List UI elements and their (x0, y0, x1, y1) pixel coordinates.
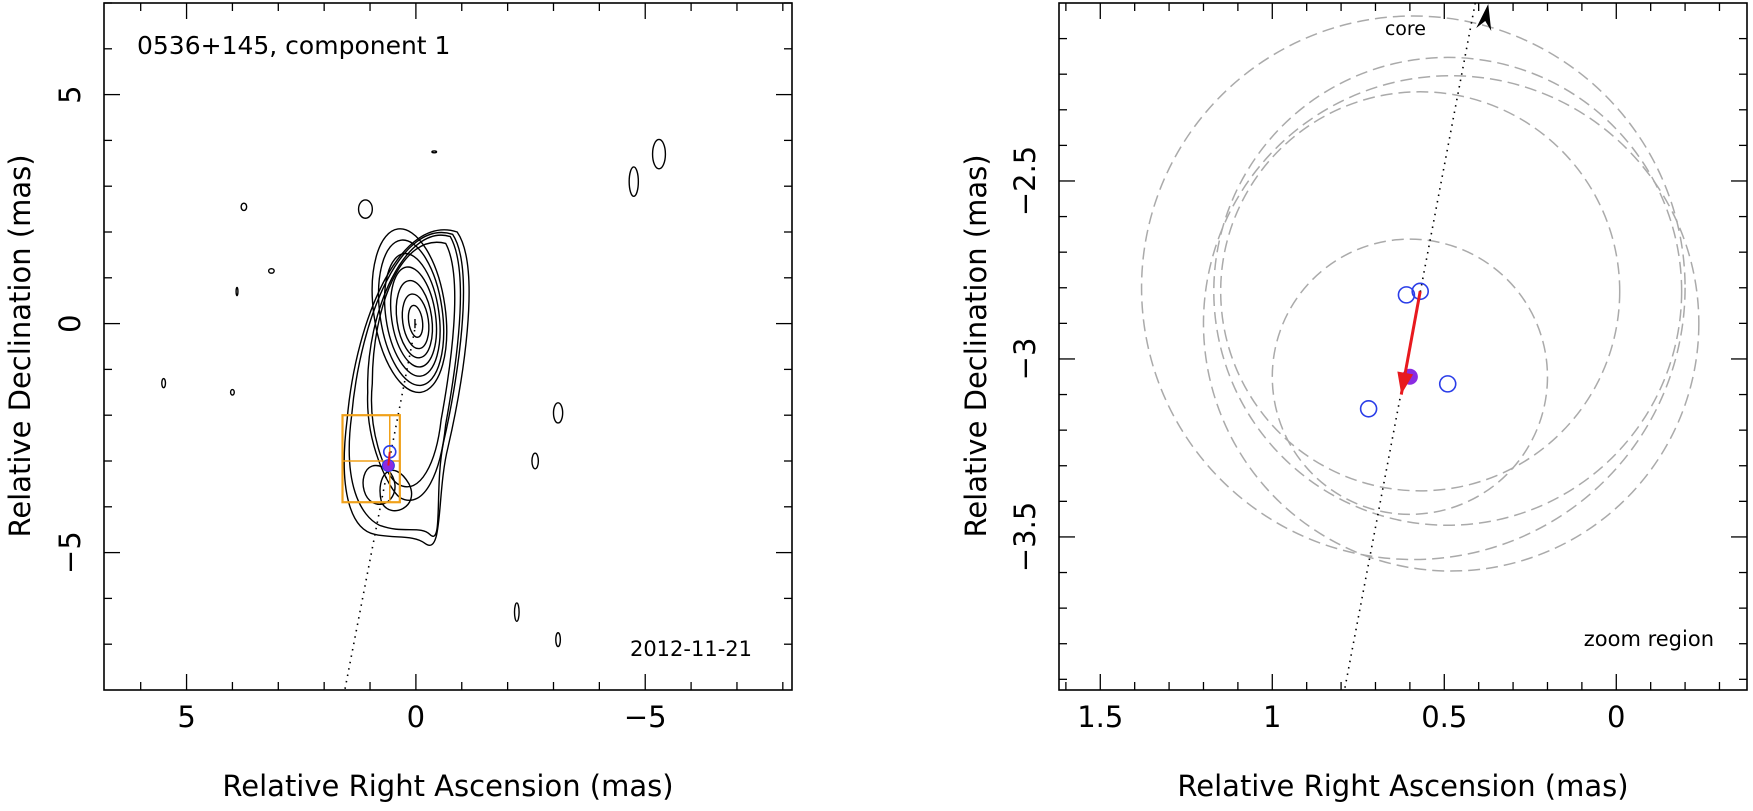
contour-line (377, 239, 445, 387)
zoom-region-label: zoom region (1584, 627, 1714, 651)
right-plot-frame (1058, 2, 1748, 691)
x-tick-label: 0 (1607, 700, 1625, 734)
left-plot-frame (103, 2, 793, 691)
contour-line (531, 452, 540, 470)
right-panel: core zoom region Relative Right Ascensio… (959, 2, 1748, 803)
right-x-tick-labels: 1.5 1 0.5 0 (1077, 700, 1625, 734)
component-motion-vector (387, 451, 391, 466)
left-panel: 0536+145, component 1 2012-11-21 Relativ… (3, 2, 793, 803)
contour-line (628, 166, 640, 197)
left-contours (161, 138, 667, 648)
left-y-tick-labels: 5 0 −5 (53, 85, 87, 574)
contour-line (240, 202, 248, 212)
left-x-tick-labels: 5 0 −5 (177, 700, 666, 734)
x-tick-label: 0.5 (1421, 700, 1467, 734)
contour-line (395, 279, 434, 359)
contour-line (389, 266, 438, 368)
contour-line (370, 241, 456, 488)
left-x-axis-label: Relative Right Ascension (mas) (222, 769, 673, 803)
contour-line (407, 304, 424, 338)
component-point-open (1359, 399, 1378, 418)
contour-line (513, 602, 520, 622)
uncertainty-circle (1271, 238, 1549, 516)
contour-line (267, 267, 275, 274)
core-direction-arrow (1476, 4, 1492, 31)
contour-line (229, 388, 235, 396)
observation-date: 2012-11-21 (630, 637, 752, 661)
left-y-axis-label: Relative Declination (mas) (3, 154, 37, 537)
contour-line (343, 229, 470, 547)
left-tick-marks (104, 2, 792, 690)
contour-line (431, 150, 438, 154)
x-tick-label: −5 (624, 700, 667, 734)
uncertainty-circle (1202, 74, 1700, 572)
y-tick-label: 0 (53, 314, 87, 332)
contour-line (555, 632, 562, 648)
right-overlay (1343, 2, 1492, 691)
right-y-axis-label: Relative Declination (mas) (959, 154, 993, 537)
contour-line (401, 293, 430, 350)
uncertainty-circle (1219, 91, 1621, 492)
motion-vector-arrowhead (1397, 371, 1414, 395)
y-tick-label: −3 (1008, 338, 1042, 381)
y-tick-label: 5 (53, 85, 87, 103)
contour-line (348, 231, 465, 537)
contour-line (161, 377, 167, 389)
contour-group (161, 138, 667, 648)
contour-line (357, 199, 374, 219)
uncertainty-circle (1213, 56, 1683, 526)
uncertainty-circle (1140, 15, 1686, 561)
left-overlay (341, 323, 417, 691)
right-tick-marks (1059, 3, 1747, 690)
right-y-tick-labels: −2.5 −3 −3.5 (1008, 146, 1042, 572)
x-tick-label: 1.5 (1077, 700, 1123, 734)
contour-line (552, 402, 564, 424)
core-label: core (1385, 18, 1426, 40)
contour-line (371, 228, 448, 394)
y-tick-label: −3.5 (1008, 502, 1042, 572)
x-tick-label: 0 (407, 700, 425, 734)
left-title: 0536+145, component 1 (137, 31, 450, 60)
x-tick-label: 1 (1263, 700, 1281, 734)
x-tick-label: 5 (177, 700, 195, 734)
contour-line (383, 252, 441, 377)
contour-line (651, 138, 667, 170)
component-point-open (1397, 286, 1416, 304)
component-point-open (1438, 375, 1457, 393)
uncertainty-circles (1140, 15, 1700, 572)
right-x-axis-label: Relative Right Ascension (mas) (1177, 769, 1628, 803)
zoom-box (341, 414, 401, 504)
y-tick-label: −5 (53, 531, 87, 574)
contour-line (235, 286, 239, 297)
y-tick-label: −2.5 (1008, 146, 1042, 216)
